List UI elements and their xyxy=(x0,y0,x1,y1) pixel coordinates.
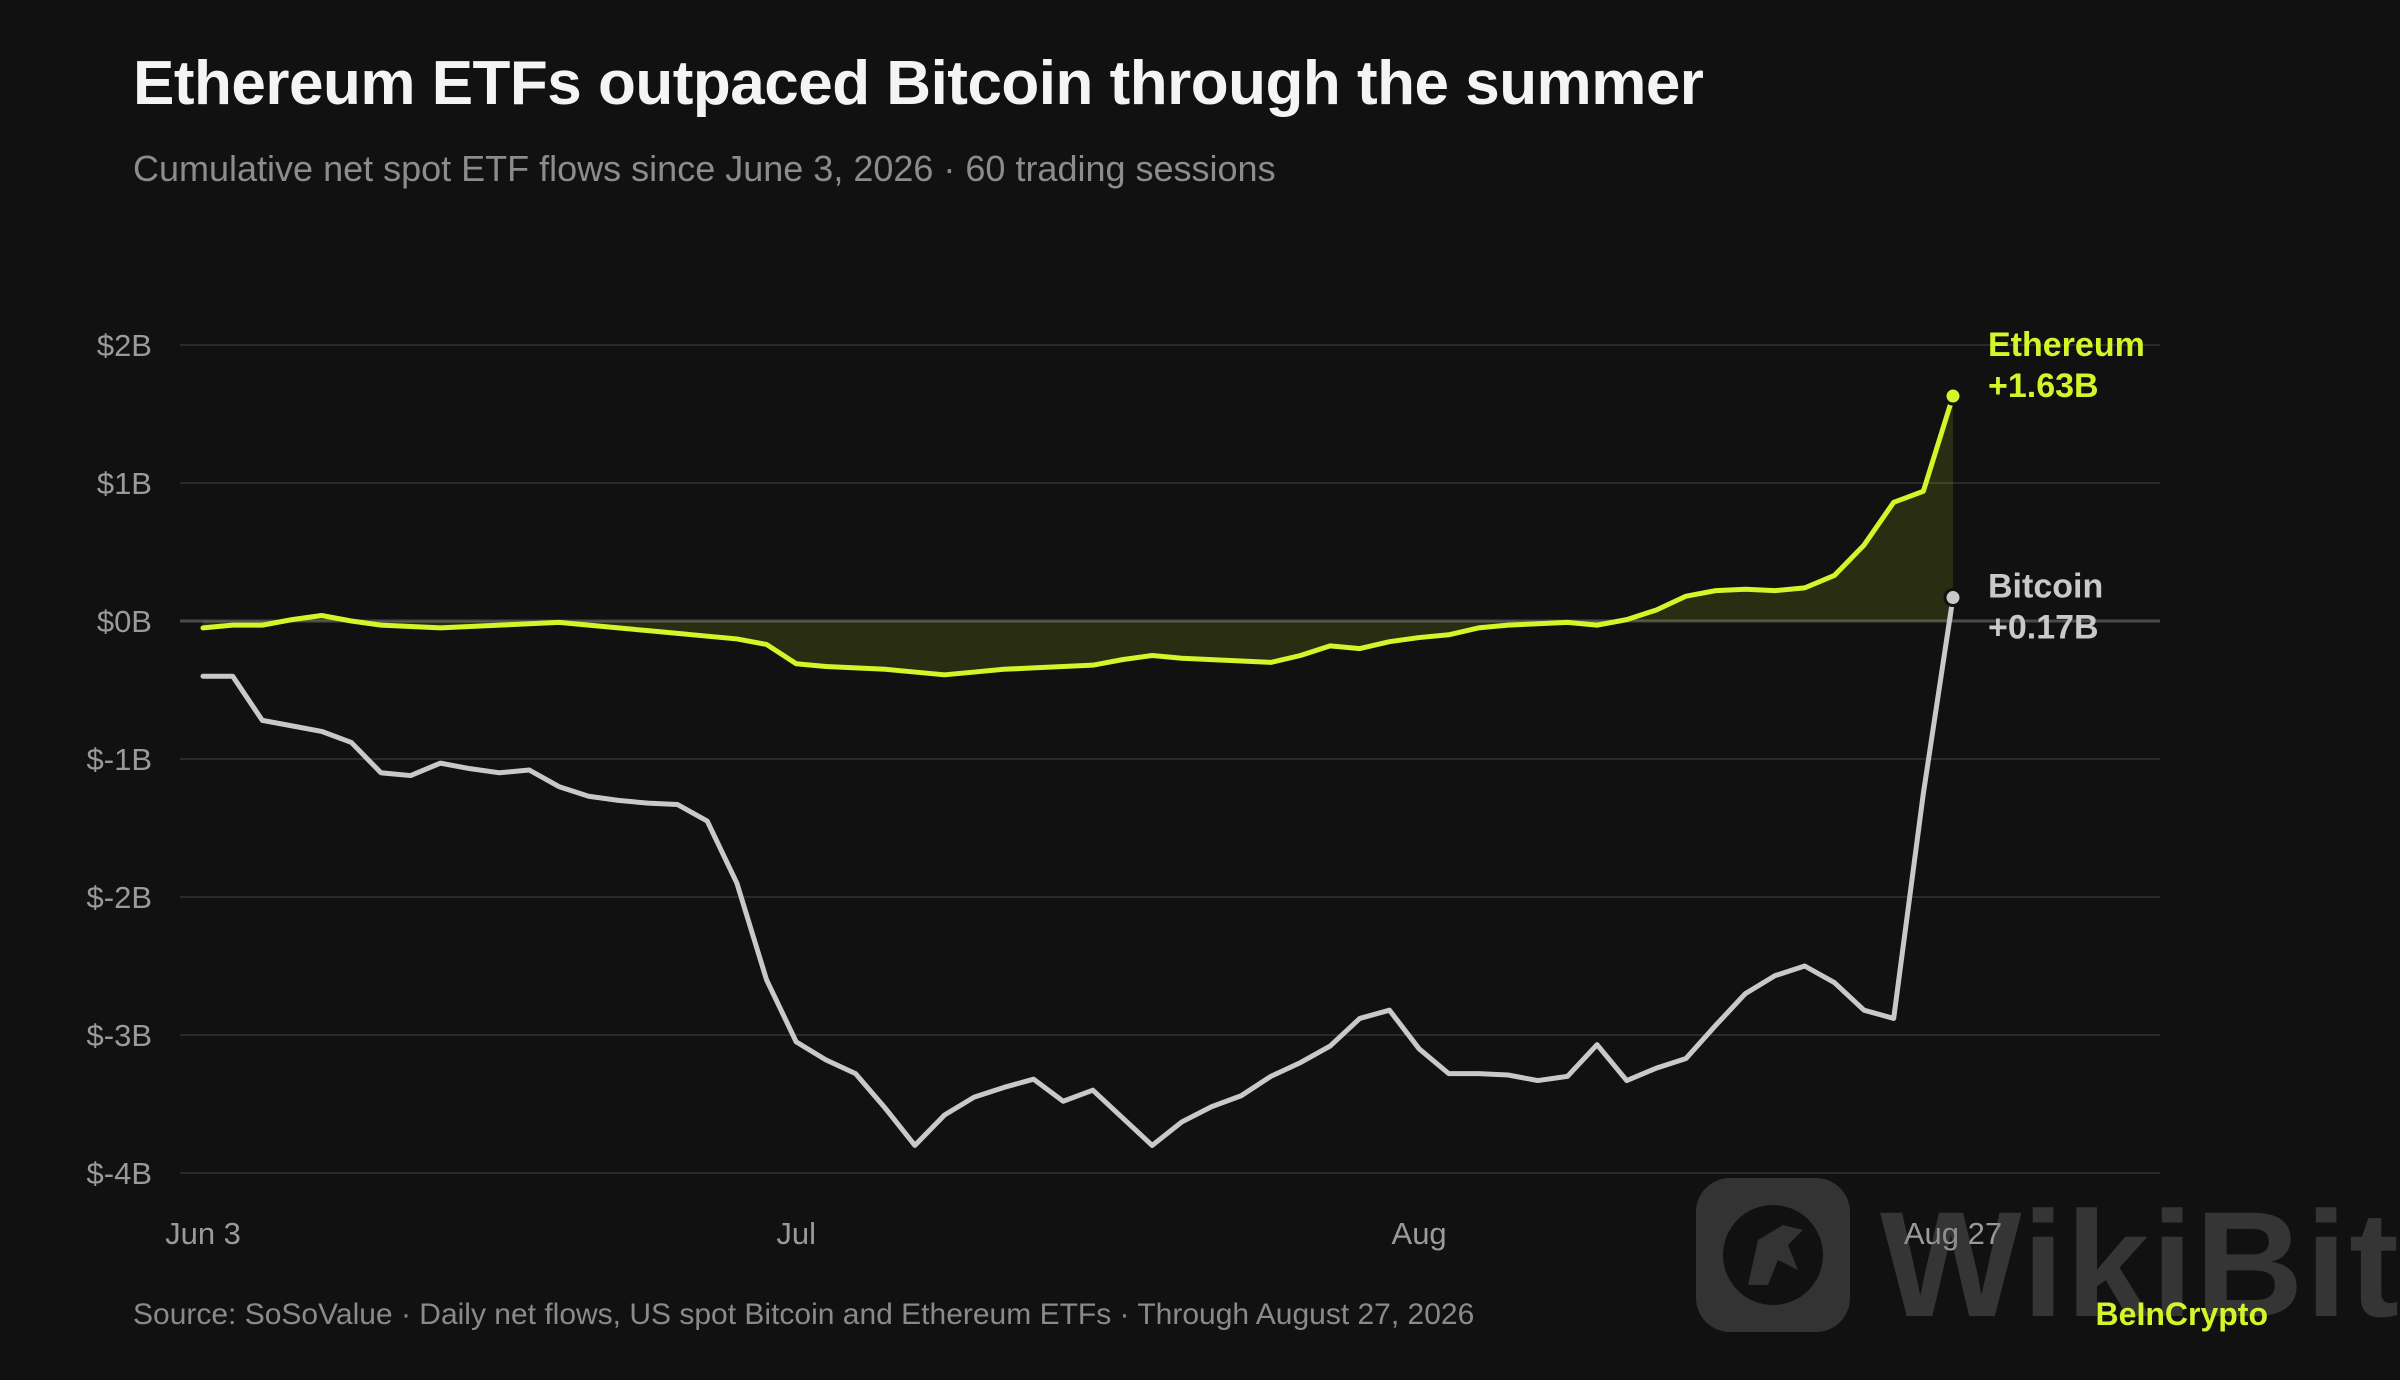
y-tick-label: $0B xyxy=(97,604,152,639)
x-tick-label: Aug xyxy=(1392,1216,1447,1251)
series-end-marker xyxy=(1943,588,1963,608)
y-tick-label: $1B xyxy=(97,466,152,501)
x-tick-label: Jun 3 xyxy=(165,1216,241,1251)
y-tick-label: $-2B xyxy=(87,880,152,915)
x-tick-label: Aug 27 xyxy=(1904,1216,2002,1251)
area-fills xyxy=(203,396,1953,675)
y-tick-label: $2B xyxy=(97,328,152,363)
series-name-label: Ethereum xyxy=(1988,326,2145,364)
series-lines xyxy=(200,386,1963,1148)
brand-label: BeInCrypto xyxy=(2095,1296,2268,1332)
y-tick-label: $-1B xyxy=(87,742,152,777)
chart-title: Ethereum ETFs outpaced Bitcoin through t… xyxy=(133,49,1704,118)
y-tick-label: $-4B xyxy=(87,1156,152,1191)
end-labels: Ethereum+1.63B Bitcoin+0.17B xyxy=(1988,326,2145,646)
wikibit-logo-icon xyxy=(1696,1178,1850,1332)
grid-lines xyxy=(180,344,2160,1174)
source-note: Source: SoSoValue · Daily net flows, US … xyxy=(133,1298,1475,1331)
series-end-marker xyxy=(1943,386,1963,406)
x-tick-label: Jul xyxy=(776,1216,816,1251)
chart-subtitle: Cumulative net spot ETF flows since June… xyxy=(133,148,1276,189)
y-tick-label: $-3B xyxy=(87,1018,152,1053)
y-axis-ticks: $2B $1B $0B $-1B $-2B $-3B $-4B xyxy=(87,328,152,1191)
series-name-label: Bitcoin xyxy=(1988,568,2103,606)
x-axis-ticks: Jun 3 Jul Aug Aug 27 xyxy=(165,1216,2002,1251)
series-line xyxy=(200,393,1956,678)
series-value-label: +0.17B xyxy=(1988,609,2099,647)
watermark-text: WikiBit xyxy=(1880,1180,2400,1348)
series-line xyxy=(200,595,1956,1148)
series-area-fill xyxy=(203,396,1953,675)
series-value-label: +1.63B xyxy=(1988,367,2099,405)
